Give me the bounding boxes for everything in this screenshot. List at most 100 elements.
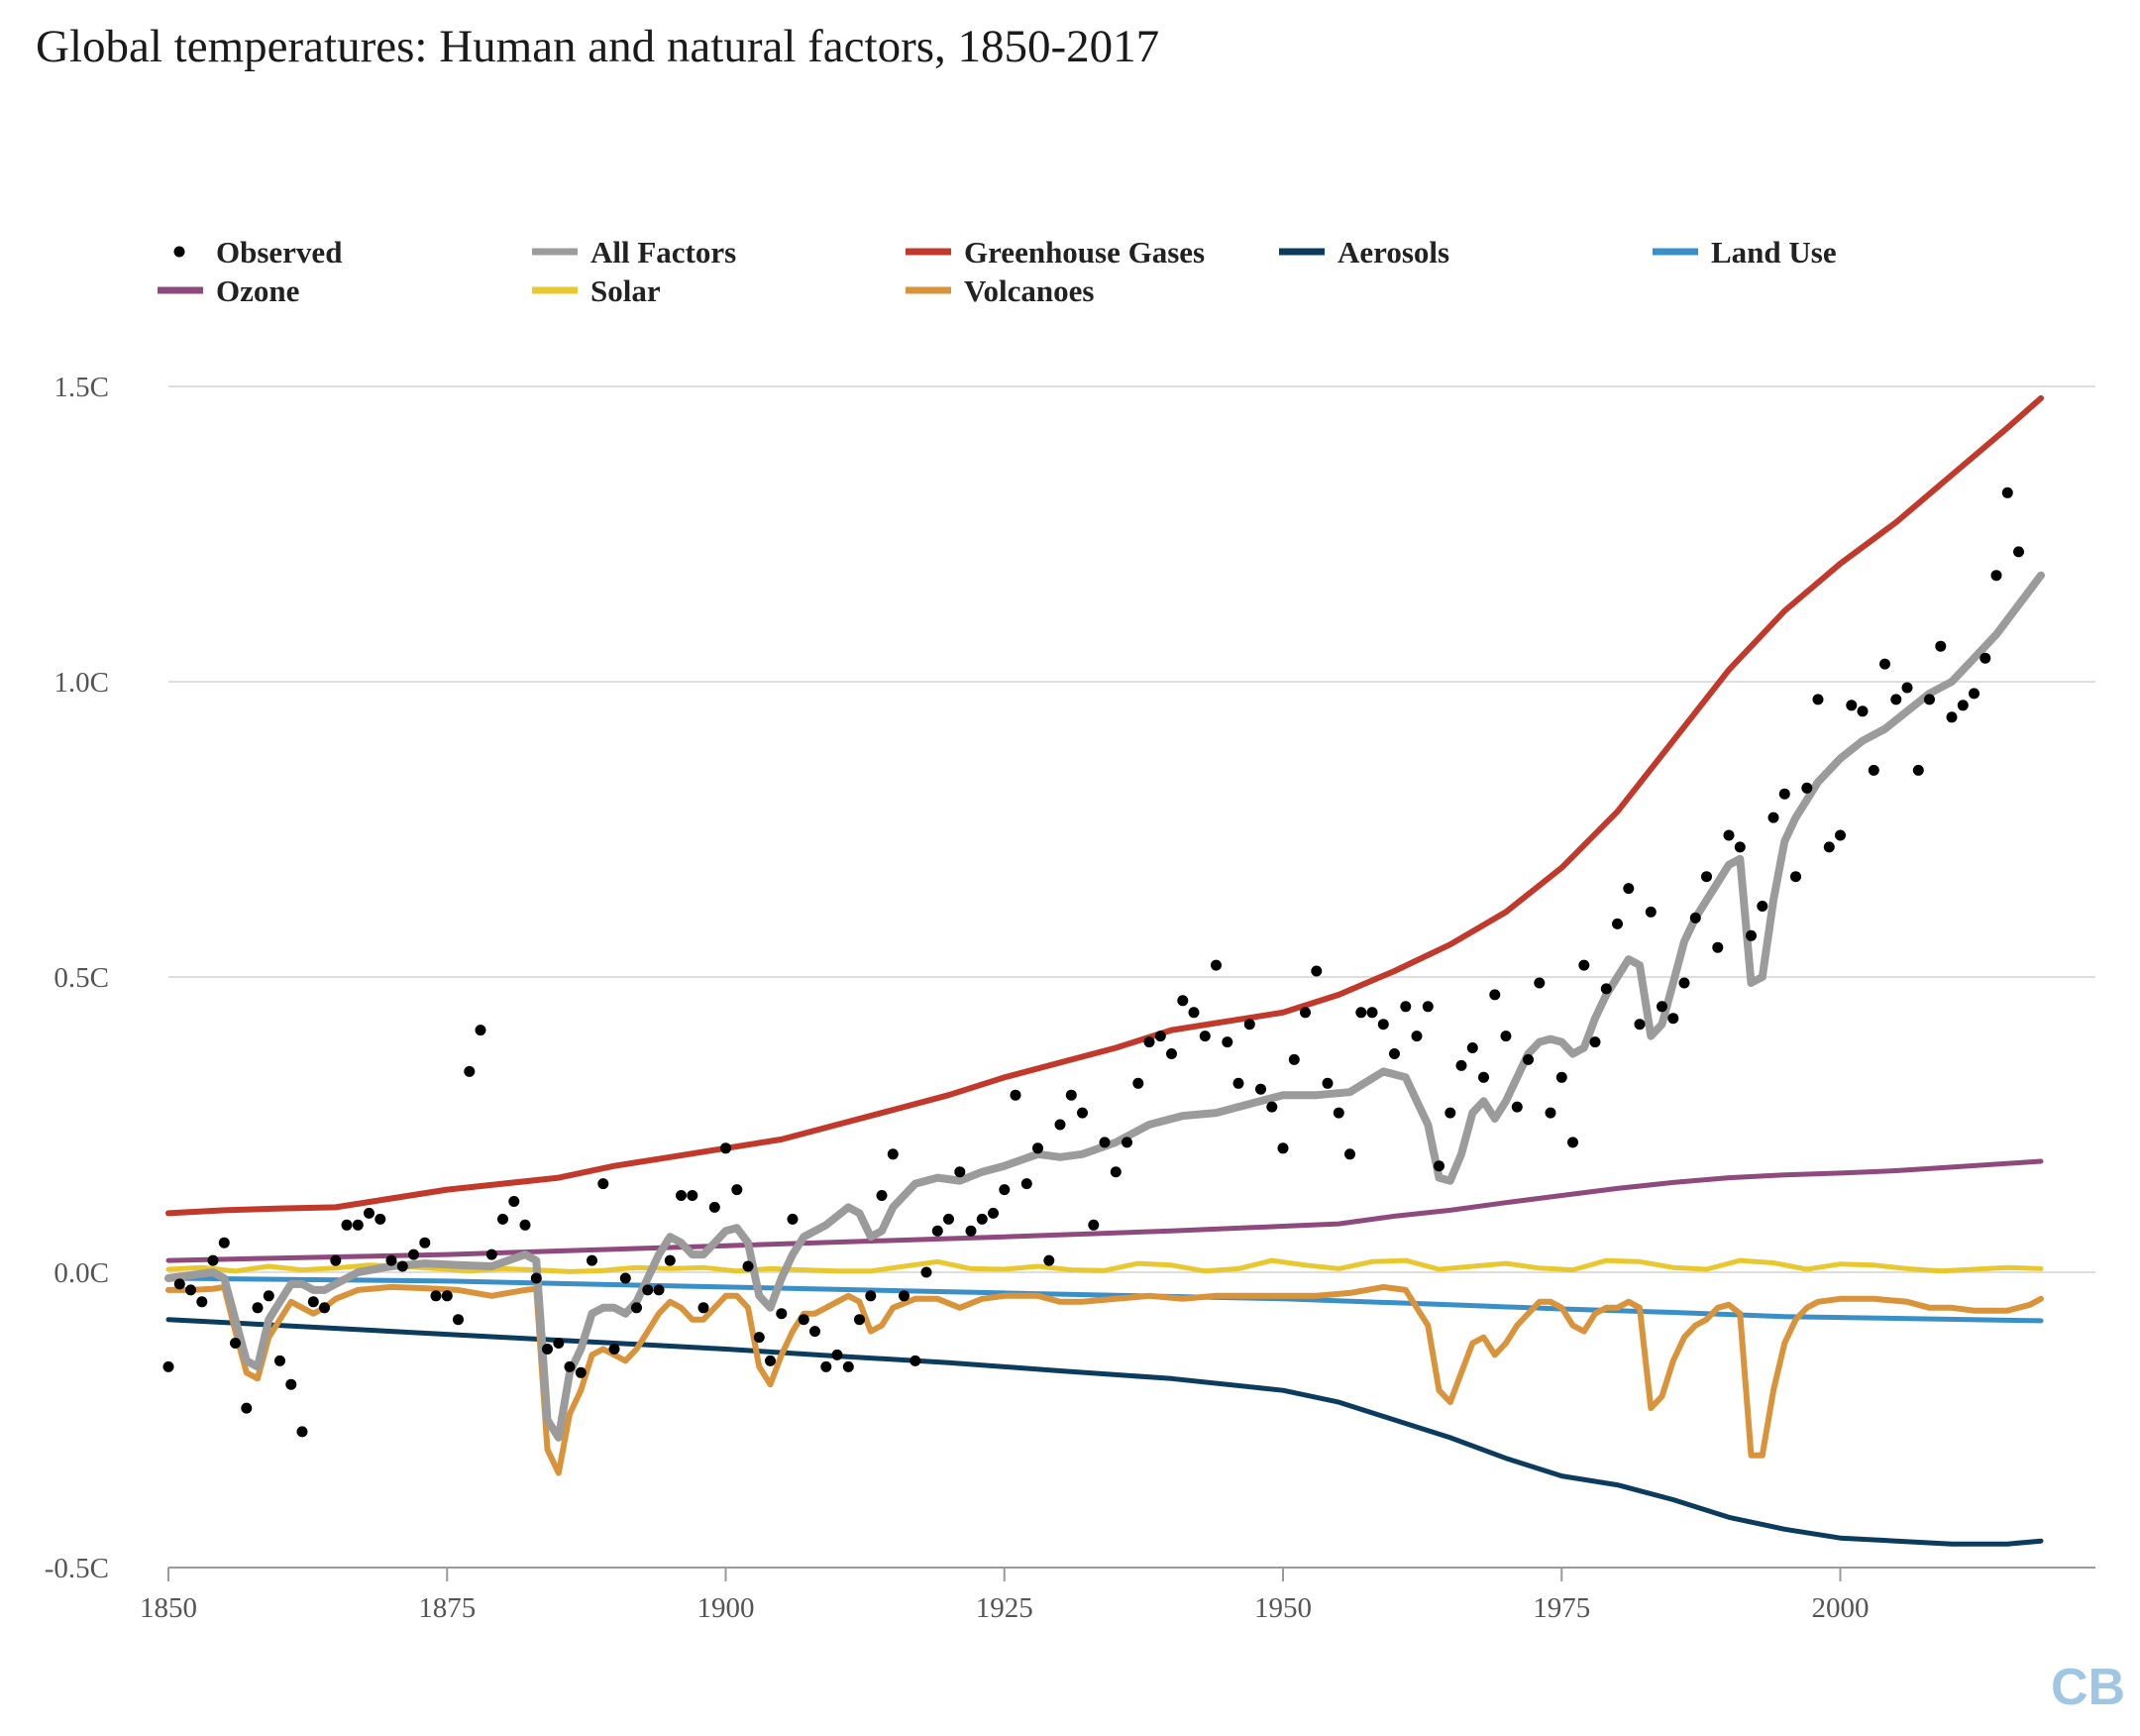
- observed-point: [1434, 1160, 1444, 1172]
- x-axis: 1850 1875 1900 1925 1950 1975 2000: [140, 1567, 2095, 1624]
- observed-point: [1344, 1148, 1355, 1160]
- x-tick-label: 1850: [140, 1592, 197, 1624]
- observed-point: [497, 1213, 508, 1225]
- observed-point: [1689, 912, 1701, 923]
- observed-point: [1701, 871, 1712, 883]
- observed-point: [1300, 1007, 1311, 1019]
- observed-point: [899, 1290, 910, 1302]
- observed-point: [687, 1190, 698, 1201]
- observed-point: [1122, 1137, 1132, 1148]
- observed-point: [1478, 1071, 1489, 1083]
- observed-points: [162, 487, 2024, 1438]
- observed-point: [787, 1213, 799, 1225]
- observed-point: [1099, 1137, 1111, 1148]
- observed-point: [1377, 1019, 1389, 1031]
- observed-point: [1199, 1031, 1211, 1042]
- legend-item-volcanoes: Volcanoes: [906, 273, 1094, 308]
- observed-point: [508, 1196, 520, 1207]
- y-tick-label: -0.5C: [45, 1553, 109, 1584]
- observed-point: [575, 1366, 587, 1378]
- observed-point: [1411, 1031, 1423, 1042]
- observed-point: [1077, 1107, 1088, 1119]
- observed-point: [1924, 694, 1935, 705]
- observed-point: [965, 1225, 977, 1237]
- observed-point: [753, 1332, 765, 1344]
- observed-point: [1901, 682, 1913, 694]
- observed-point: [1534, 977, 1546, 989]
- observed-point: [385, 1254, 397, 1266]
- legend-label: All Factors: [590, 235, 736, 270]
- observed-point: [664, 1254, 676, 1266]
- observed-point: [241, 1402, 253, 1414]
- gridlines: [168, 385, 2095, 1569]
- observed-point: [364, 1207, 374, 1219]
- observed-point: [1600, 983, 1612, 995]
- observed-point: [1969, 688, 1980, 700]
- x-tick-label: 1950: [1254, 1592, 1312, 1624]
- observed-point: [1746, 929, 1757, 941]
- observed-point: [676, 1190, 687, 1201]
- observed-point: [519, 1219, 531, 1231]
- observed-point: [999, 1184, 1011, 1196]
- observed-point: [619, 1272, 631, 1284]
- observed-point: [1043, 1254, 1055, 1266]
- observed-point: [341, 1219, 353, 1231]
- observed-point: [1757, 901, 1768, 912]
- observed-point: [475, 1025, 486, 1036]
- observed-point: [185, 1284, 196, 1296]
- observed-point: [608, 1344, 620, 1355]
- observed-point: [285, 1378, 297, 1390]
- observed-point: [1801, 782, 1813, 794]
- legend-label: Greenhouse Gases: [964, 235, 1205, 270]
- observed-point: [2013, 546, 2024, 558]
- observed-point: [1422, 1001, 1434, 1013]
- observed-point: [876, 1190, 888, 1201]
- observed-point: [697, 1302, 709, 1314]
- observed-point: [1232, 1077, 1244, 1089]
- legend-label: Ozone: [216, 273, 299, 308]
- observed-point: [1634, 1019, 1646, 1031]
- observed-point: [1990, 570, 2002, 582]
- observed-point: [1980, 652, 1991, 664]
- observed-point: [1712, 941, 1724, 953]
- observed-point: [910, 1355, 921, 1366]
- observed-point: [1935, 640, 1947, 652]
- observed-point: [943, 1213, 954, 1225]
- legend-item-observed: Observed: [173, 235, 342, 270]
- observed-point: [1523, 1053, 1534, 1065]
- x-tick-label: 1900: [697, 1592, 755, 1624]
- observed-point: [230, 1338, 241, 1349]
- x-tick-label: 1925: [976, 1592, 1033, 1624]
- observed-point: [776, 1308, 788, 1320]
- observed-point: [542, 1344, 553, 1355]
- observed-point: [1823, 841, 1835, 853]
- observed-point: [831, 1349, 843, 1360]
- series-line-greenhouse-gases: [165, 394, 2044, 1217]
- observed-point: [920, 1266, 932, 1278]
- observed-point: [642, 1284, 654, 1296]
- observed-point: [1333, 1107, 1344, 1119]
- observed-point: [597, 1178, 609, 1190]
- observed-point: [1110, 1166, 1122, 1178]
- observed-point: [1143, 1036, 1155, 1048]
- observed-point: [218, 1237, 230, 1248]
- series-line-aerosols: [165, 1317, 2044, 1547]
- observed-point: [720, 1142, 731, 1154]
- observed-point: [1211, 959, 1222, 971]
- observed-point: [1288, 1053, 1300, 1065]
- observed-point: [1389, 1048, 1400, 1059]
- series-line-volcanoes: [165, 1283, 2044, 1476]
- observed-point: [453, 1314, 464, 1326]
- legend-label: Land Use: [1711, 235, 1837, 270]
- observed-point: [1500, 1031, 1512, 1042]
- observed-point: [1612, 918, 1623, 929]
- observed-point: [419, 1237, 431, 1248]
- observed-point: [1054, 1119, 1066, 1131]
- observed-point: [954, 1166, 966, 1178]
- chart-title: Global temperatures: Human and natural f…: [36, 21, 1160, 72]
- observed-point: [263, 1290, 274, 1302]
- x-tick-label: 2000: [1812, 1592, 1870, 1624]
- observed-point: [1912, 764, 1924, 776]
- observed-point: [809, 1326, 820, 1338]
- observed-point: [1466, 1042, 1478, 1053]
